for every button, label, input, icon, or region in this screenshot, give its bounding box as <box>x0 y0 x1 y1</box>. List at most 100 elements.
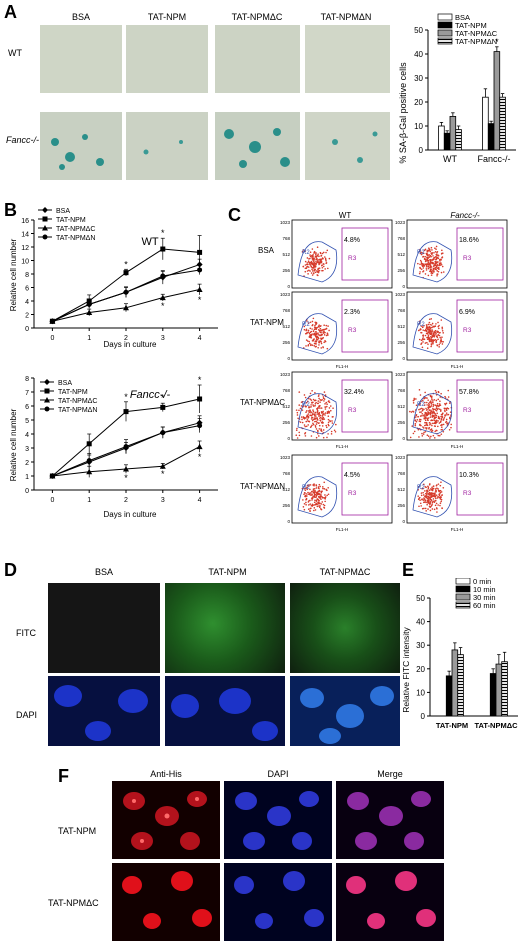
flow-event <box>421 498 423 500</box>
flow-event <box>436 511 438 513</box>
flow-event <box>441 329 444 332</box>
flow-event <box>431 503 434 505</box>
chart-a-bar <box>455 129 462 151</box>
flow-event <box>314 399 317 402</box>
flow-event <box>318 324 320 326</box>
flow-event <box>322 397 325 400</box>
flow-event <box>320 430 323 432</box>
flow-ytick-label: 256 <box>282 268 290 273</box>
flow-event <box>322 436 325 439</box>
flow-event <box>319 414 322 417</box>
flow-event <box>318 506 321 509</box>
flow-event <box>321 269 323 272</box>
flow-event <box>315 336 318 339</box>
chart-b-wt-ytick-label: 0 <box>25 326 29 333</box>
flow-event <box>424 507 427 510</box>
flow-event <box>442 341 445 343</box>
flow-event <box>305 328 308 331</box>
flow-gate-r2 <box>297 393 338 435</box>
flow-event <box>423 427 425 429</box>
flow-event <box>435 335 438 338</box>
flow-event <box>423 324 425 327</box>
flow-event <box>300 405 303 407</box>
flow-event <box>427 406 430 408</box>
flow-event <box>312 405 315 407</box>
flow-event <box>309 257 311 260</box>
chart-b-fancc-significance: * <box>161 393 165 403</box>
flow-event <box>312 423 315 426</box>
flow-event <box>317 495 320 498</box>
flow-ytick-label: 768 <box>397 471 405 476</box>
flow-event <box>429 259 432 262</box>
flow-event <box>310 265 312 267</box>
flow-event <box>421 487 423 490</box>
flow-gate-r2-label: R2 <box>302 402 310 408</box>
flow-event <box>309 507 312 510</box>
flow-event <box>315 496 318 498</box>
flow-event <box>317 400 320 402</box>
flow-event <box>314 266 317 268</box>
chart-b-wt-ytick-label: 6 <box>25 286 29 293</box>
flow-event <box>313 342 316 345</box>
flow-event <box>445 402 448 405</box>
flow-event <box>318 502 320 505</box>
flow-event <box>307 508 310 511</box>
flow-event <box>430 499 433 502</box>
flow-event <box>311 268 313 271</box>
flow-event <box>427 399 429 401</box>
flow-event <box>423 483 425 486</box>
flow-event <box>437 425 439 428</box>
flow-event <box>298 404 301 406</box>
flow-event <box>430 338 433 341</box>
flow-event <box>434 262 436 265</box>
flow-event <box>432 341 435 343</box>
flow-event <box>440 253 443 255</box>
chart-b-fancc-ytick-label: 2 <box>25 460 29 467</box>
flow-event <box>315 420 318 423</box>
flow-event <box>304 260 307 263</box>
flow-event <box>440 496 442 499</box>
flow-event <box>440 481 442 484</box>
flow-event <box>314 324 316 327</box>
flow-event <box>423 501 426 503</box>
chart-b-fancc-significance: * <box>198 452 202 462</box>
flow-event <box>419 408 422 410</box>
flow-event <box>441 252 444 254</box>
flow-event <box>434 504 437 507</box>
flow-event <box>319 495 322 498</box>
flow-event <box>424 273 427 275</box>
flow-event <box>304 396 307 399</box>
flow-event <box>428 256 431 258</box>
flow-event <box>310 336 313 339</box>
flow-event <box>445 412 448 414</box>
flow-event <box>325 401 328 404</box>
flow-event <box>313 269 316 272</box>
fitc-micrograph-tat-npm <box>165 583 285 673</box>
flow-event <box>328 329 330 332</box>
flow-gate-percentage: 4.5% <box>344 472 360 479</box>
flow-event <box>326 494 328 497</box>
flow-event <box>320 407 323 409</box>
flow-event <box>440 340 443 343</box>
flow-gate-r3 <box>341 462 389 516</box>
flow-event <box>426 347 429 350</box>
flow-event <box>439 400 441 402</box>
flow-event <box>432 333 435 336</box>
flow-event <box>430 435 432 438</box>
flow-event <box>308 484 310 486</box>
flow-event <box>315 260 317 263</box>
flow-event <box>315 500 318 502</box>
flow-event <box>295 434 298 436</box>
chart-b-fancc-ytick-label: 5 <box>25 418 29 425</box>
flow-event <box>299 421 302 423</box>
flow-event <box>429 327 432 330</box>
chart-a-bar <box>482 96 489 151</box>
flow-event <box>418 389 421 391</box>
flow-event <box>308 261 310 263</box>
flow-event <box>311 412 314 414</box>
flow-event <box>318 428 321 430</box>
flow-event <box>427 328 430 330</box>
flow-event <box>424 328 427 331</box>
chart-a-ytick-label: 10 <box>414 122 423 131</box>
